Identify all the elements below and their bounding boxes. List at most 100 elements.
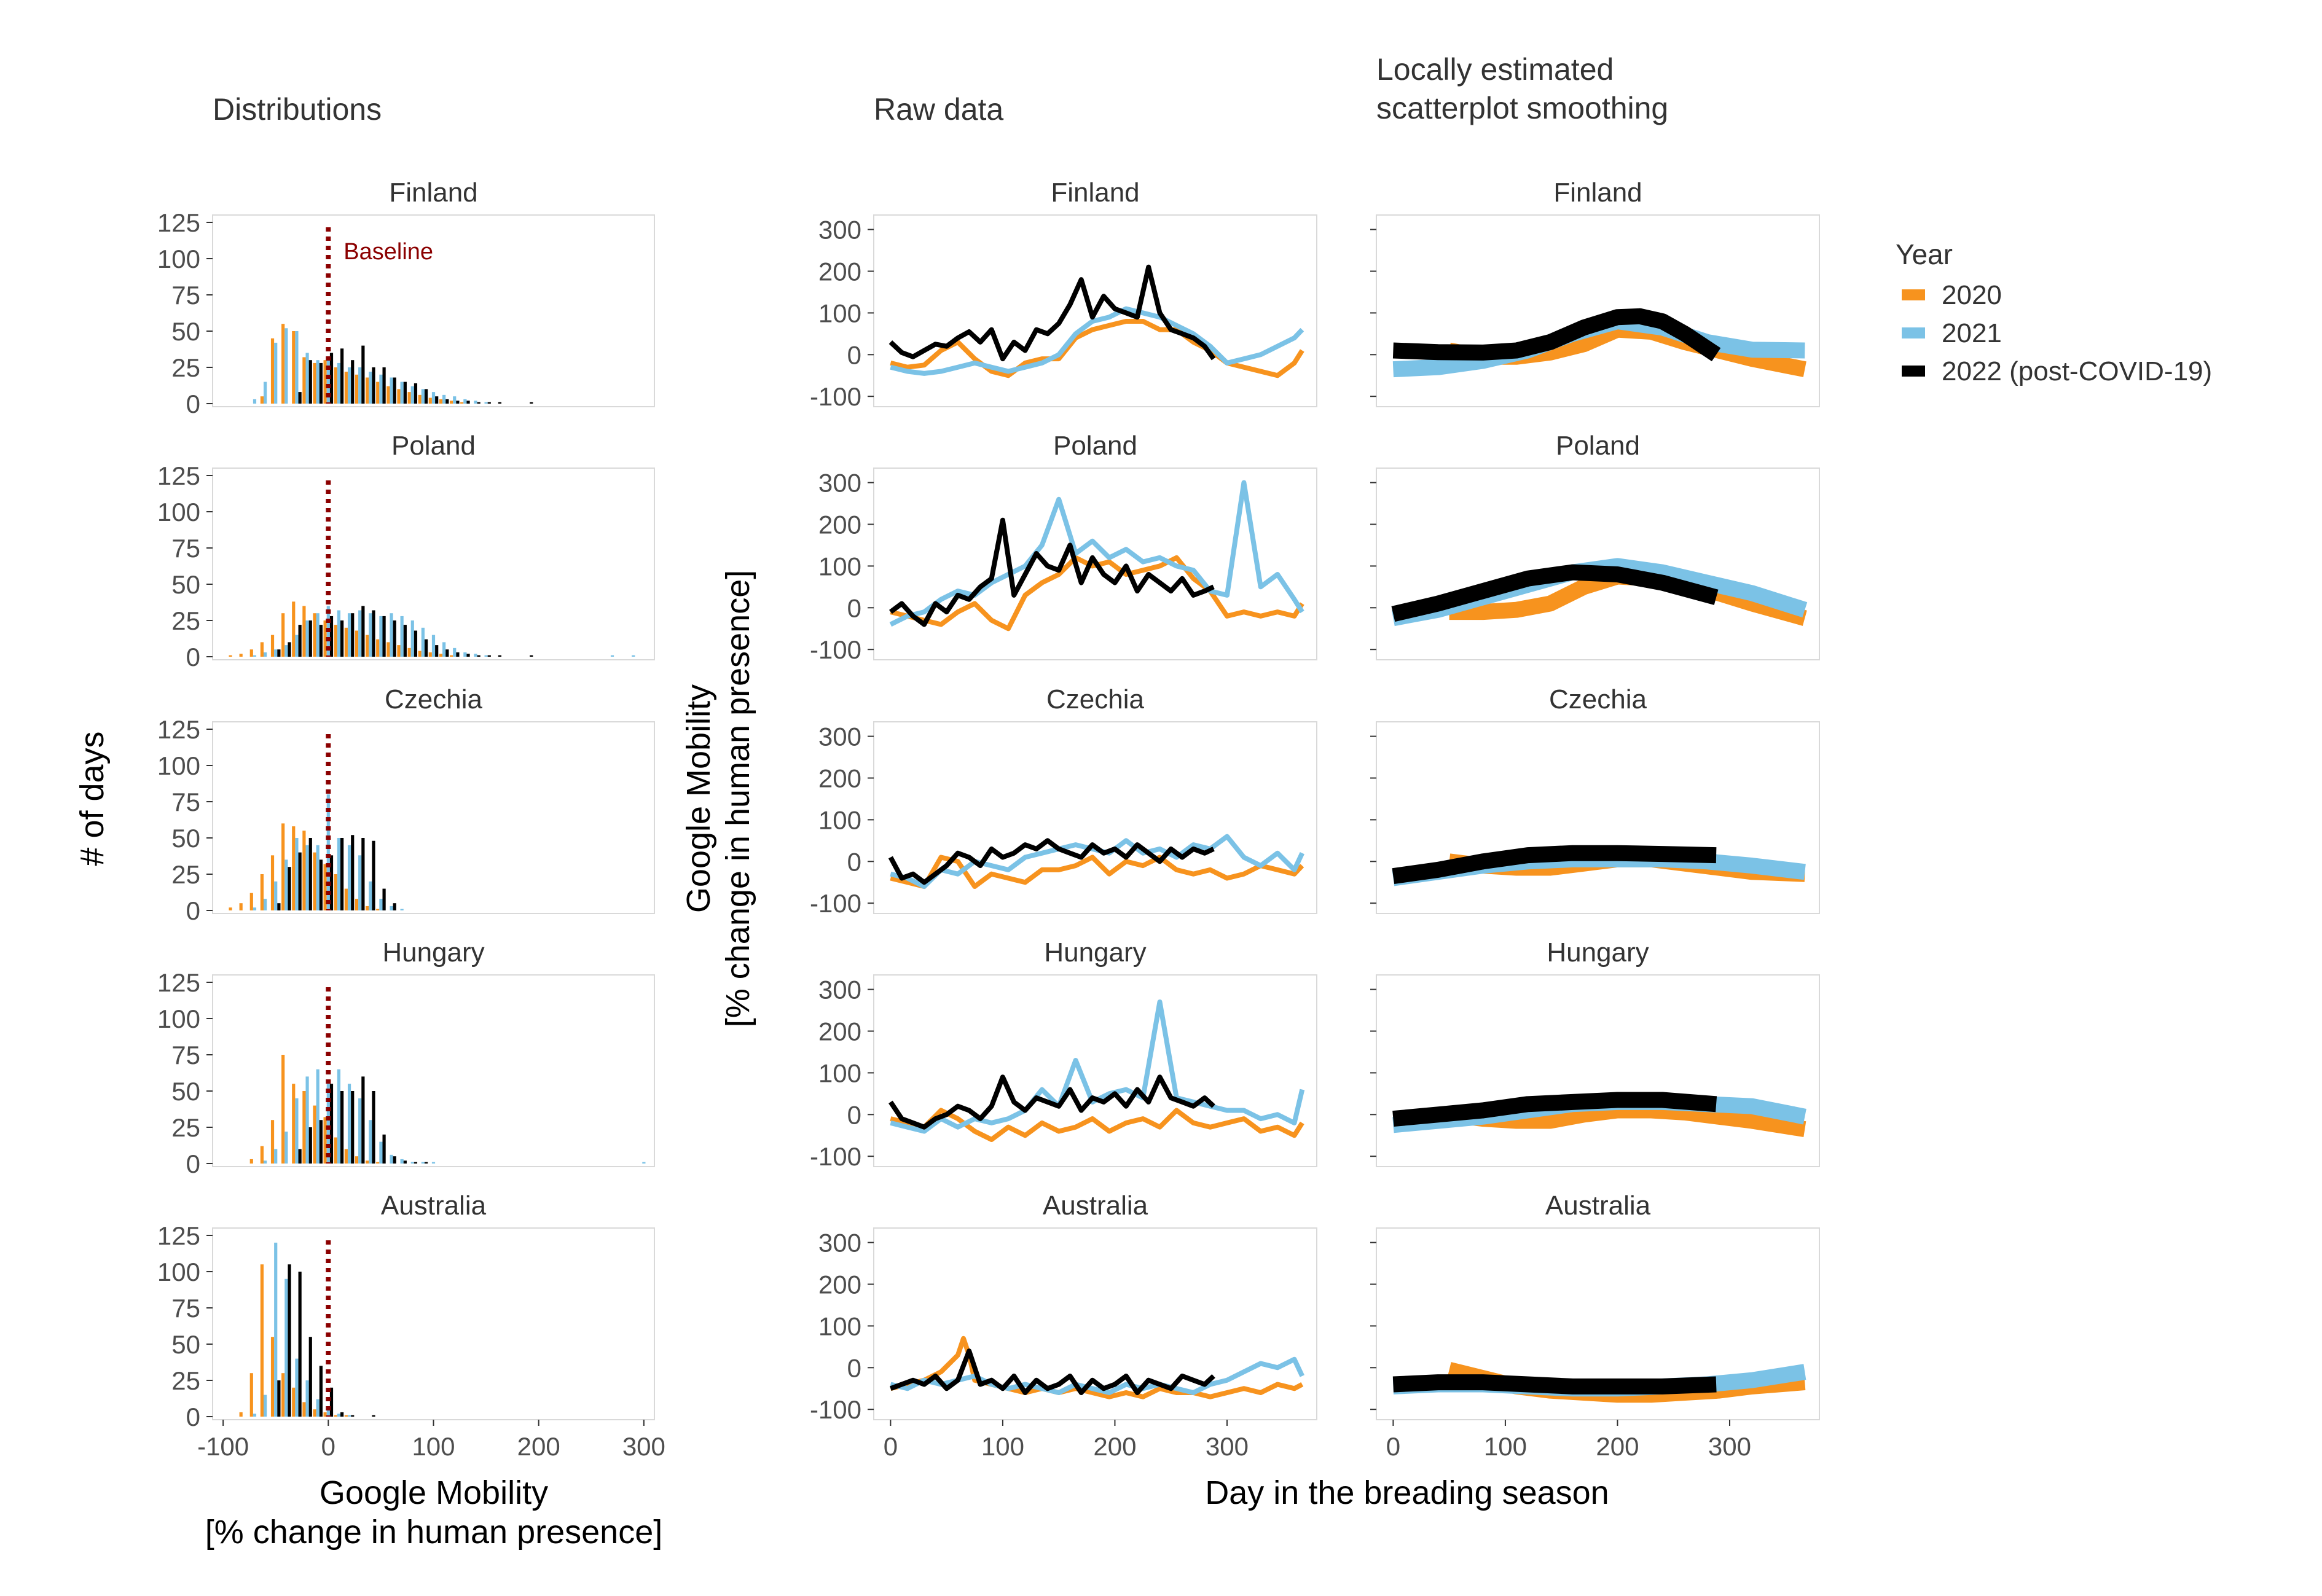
histogram-bar	[253, 907, 257, 910]
histogram-bar	[379, 899, 383, 910]
histogram-bar	[421, 1162, 425, 1164]
legend-swatch	[1902, 289, 1925, 300]
histogram-bar	[372, 610, 375, 657]
y-tick-label: 0	[847, 1100, 861, 1129]
histogram-bar	[400, 909, 404, 910]
histogram-bar	[340, 348, 344, 404]
histogram-bar	[407, 392, 411, 404]
histogram-bar	[308, 360, 312, 404]
histogram-bar	[361, 345, 365, 404]
histogram-bar	[344, 1415, 348, 1417]
histogram-bar	[351, 1415, 355, 1417]
histogram-bar	[376, 909, 380, 910]
x-tick-label: 100	[412, 1432, 455, 1461]
histogram-bar	[372, 367, 375, 404]
y-tick-label: 100	[818, 1058, 861, 1087]
histogram-bar	[323, 1117, 327, 1164]
histogram-bar	[292, 1387, 296, 1417]
histogram-bar	[281, 613, 285, 657]
y-tick-label: 125	[157, 968, 200, 997]
histogram-bar	[366, 906, 369, 910]
histogram-bar	[288, 642, 291, 657]
panel-country-label: Hungary	[1044, 937, 1146, 968]
histogram-bar	[323, 864, 327, 910]
histogram-bar	[379, 616, 383, 657]
y-tick-label: 75	[171, 1294, 200, 1323]
series-line-2022	[890, 1348, 1215, 1395]
histogram-bar	[418, 651, 422, 657]
histogram-bar	[308, 1337, 312, 1417]
panel-country-label: Poland	[391, 431, 476, 461]
series-line-2022	[1392, 845, 1717, 884]
histogram-bar	[316, 1399, 320, 1417]
histogram-bar	[358, 367, 362, 404]
baseline-label: Baseline	[343, 239, 433, 265]
histogram-bar	[326, 1409, 330, 1417]
histogram-bar	[477, 402, 480, 404]
histogram-bar	[463, 652, 467, 657]
x-tick-label: 200	[517, 1432, 560, 1461]
panel-frame	[873, 721, 1317, 914]
histogram-bar	[288, 867, 291, 910]
histogram-bar	[358, 855, 362, 910]
histogram-bar	[334, 367, 337, 404]
histogram-bar	[386, 642, 390, 657]
panel-frame	[1376, 214, 1820, 407]
y-tick-label: -100	[810, 382, 861, 411]
histogram-bar	[337, 610, 341, 657]
histogram-bar	[274, 881, 278, 910]
x-tick-label: 100	[1484, 1432, 1527, 1461]
histogram-bar	[397, 389, 401, 404]
histogram-bar	[249, 1159, 253, 1164]
panel-frame	[1376, 1227, 1820, 1420]
histogram-bar	[274, 342, 278, 404]
histogram-bar	[319, 625, 323, 657]
panel-country-label: Australia	[1545, 1191, 1651, 1221]
histogram-bar	[249, 1373, 253, 1417]
y-tick-label: 0	[847, 847, 861, 876]
histogram-bar	[284, 859, 288, 910]
histogram-bar	[403, 381, 407, 404]
histogram-bar	[610, 655, 614, 657]
legend-swatch	[1902, 366, 1925, 377]
histogram-bar	[319, 362, 323, 404]
histogram-bar	[284, 1132, 288, 1164]
y-tick-label: 300	[818, 216, 861, 244]
histogram-bar	[334, 1137, 337, 1164]
histogram-bar	[340, 838, 344, 910]
y-tick-label: 50	[171, 1330, 200, 1359]
histogram-bar	[400, 1159, 404, 1164]
y-tick-label: 100	[818, 1312, 861, 1340]
histogram-bar	[337, 362, 341, 404]
histogram-bar	[347, 1084, 351, 1164]
histogram-bar	[334, 625, 337, 657]
x-axis-label: Day in the breading season	[1205, 1474, 1609, 1511]
histogram-bar	[229, 907, 232, 910]
panel-frame	[873, 974, 1317, 1167]
histogram-bar	[337, 1069, 341, 1164]
histogram-bar	[239, 654, 243, 657]
histogram-bar	[326, 794, 330, 910]
panel-frame	[873, 467, 1317, 660]
histogram-bar	[382, 616, 386, 657]
panel-frame	[212, 214, 655, 407]
series-line-2022	[888, 1074, 1215, 1130]
y-tick-label: 100	[157, 498, 200, 526]
x-tick-label: 300	[1708, 1432, 1751, 1461]
histogram-bar	[305, 620, 309, 657]
histogram-bar	[484, 655, 488, 657]
histogram-bar	[477, 655, 480, 657]
histogram-bar	[270, 338, 275, 404]
histogram-bar	[281, 1055, 285, 1164]
panel-country-label: Czechia	[385, 684, 482, 714]
y-tick-label: 75	[171, 788, 200, 816]
histogram-bar	[316, 613, 320, 657]
histogram-bar	[390, 613, 393, 657]
panel-country-label: Finland	[1553, 178, 1642, 208]
y-tick-label: 100	[157, 244, 200, 273]
histogram-bar	[305, 1380, 309, 1417]
histogram-bar	[298, 1272, 302, 1417]
panel-country-label: Australia	[1043, 1191, 1148, 1221]
y-tick-label: 100	[157, 751, 200, 780]
legend-label: 2020	[1942, 280, 2002, 310]
